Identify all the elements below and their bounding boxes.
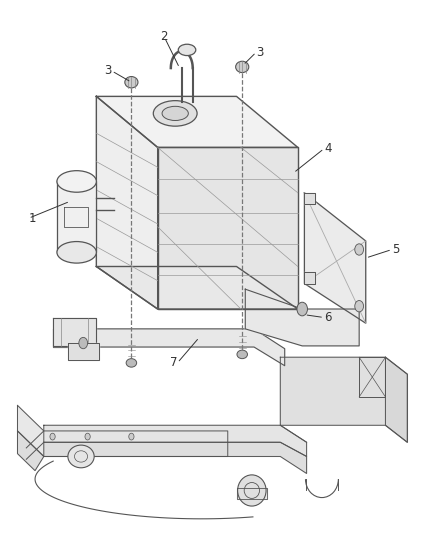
Polygon shape: [57, 181, 96, 252]
Polygon shape: [96, 96, 158, 309]
Text: 7: 7: [170, 357, 177, 369]
Ellipse shape: [125, 77, 138, 88]
Text: 5: 5: [392, 243, 399, 256]
Ellipse shape: [162, 106, 188, 120]
Polygon shape: [53, 329, 79, 347]
Polygon shape: [304, 272, 315, 284]
Circle shape: [50, 433, 55, 440]
Polygon shape: [158, 148, 298, 309]
Polygon shape: [44, 425, 307, 456]
Text: 6: 6: [324, 311, 332, 324]
Circle shape: [355, 244, 364, 255]
Circle shape: [85, 433, 90, 440]
Polygon shape: [237, 488, 267, 499]
Polygon shape: [280, 357, 407, 442]
Text: 3: 3: [104, 64, 112, 77]
Circle shape: [297, 302, 307, 316]
Polygon shape: [96, 266, 298, 309]
Text: 1: 1: [28, 212, 36, 225]
Ellipse shape: [178, 44, 196, 55]
Polygon shape: [96, 96, 298, 148]
Polygon shape: [44, 442, 307, 473]
Ellipse shape: [126, 359, 137, 367]
Polygon shape: [385, 357, 407, 442]
Text: 2: 2: [160, 30, 168, 43]
Ellipse shape: [68, 445, 94, 468]
Ellipse shape: [57, 171, 96, 192]
Ellipse shape: [57, 241, 96, 263]
Polygon shape: [245, 289, 359, 346]
Polygon shape: [79, 329, 285, 366]
Ellipse shape: [237, 350, 247, 359]
Ellipse shape: [237, 475, 266, 506]
Circle shape: [79, 337, 88, 349]
Circle shape: [129, 433, 134, 440]
Circle shape: [355, 301, 364, 312]
Polygon shape: [53, 318, 96, 346]
Polygon shape: [304, 193, 315, 204]
Polygon shape: [18, 406, 228, 456]
Text: 3: 3: [256, 46, 264, 59]
Polygon shape: [18, 431, 44, 471]
Polygon shape: [359, 357, 385, 397]
Ellipse shape: [153, 101, 197, 126]
Ellipse shape: [236, 61, 249, 72]
Polygon shape: [68, 343, 99, 360]
Text: 4: 4: [324, 142, 332, 155]
Polygon shape: [304, 193, 366, 323]
